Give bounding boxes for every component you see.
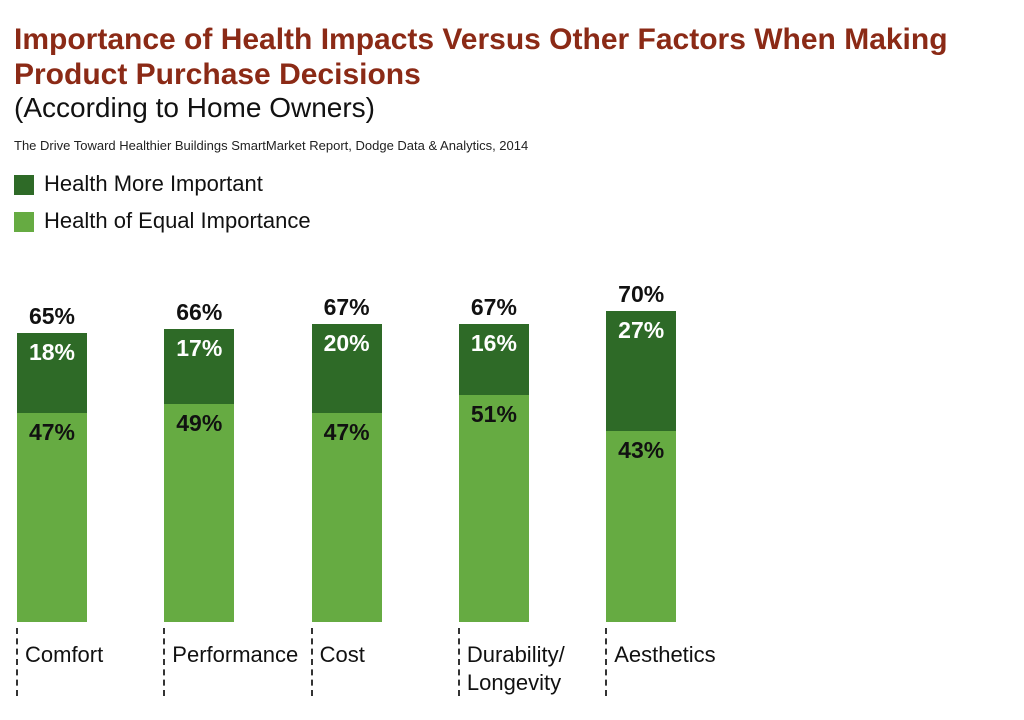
total-label: 65%: [28, 303, 76, 330]
total-label: 66%: [176, 298, 223, 325]
total-label: 67%: [323, 294, 370, 321]
chart-subtitle: (According to Home Owners): [14, 92, 376, 123]
bar-segment: [17, 413, 87, 622]
x-tick-label: Comfort: [25, 642, 104, 667]
segment-label: 17%: [176, 334, 223, 361]
category-divider: [163, 628, 166, 696]
category-divider: [605, 628, 608, 696]
segment-label: 49%: [176, 410, 223, 437]
bar-segment: [458, 395, 529, 622]
x-tick-label: Durability/ Longevity: [466, 642, 565, 695]
x-tick-label: Performance: [172, 642, 299, 667]
segment-label: 16%: [470, 330, 517, 357]
bar-segment: [17, 333, 87, 414]
segment-label: 47%: [323, 419, 370, 446]
chart-title: Importance of Health Impacts Versus Othe…: [14, 23, 948, 91]
segment-label: 20%: [323, 330, 370, 357]
total-label: 70%: [618, 281, 665, 307]
bar-segment: [311, 413, 382, 622]
bar-segment: [311, 324, 382, 414]
segment-label: 51%: [470, 401, 517, 428]
bar-segment: [606, 430, 677, 622]
category-divider: [310, 628, 313, 696]
bar-segment: [164, 328, 235, 405]
x-tick-label: Cost: [319, 642, 365, 667]
category-divider: [16, 628, 18, 696]
segment-label: 47%: [28, 419, 76, 446]
bar-segment: [458, 324, 529, 396]
legend-swatch: [14, 212, 34, 232]
legend-swatch: [14, 175, 34, 195]
segment-label: 27%: [618, 317, 665, 343]
total-label: 67%: [470, 294, 517, 321]
category-divider: [457, 628, 460, 696]
x-tick-label: Aesthetics: [614, 642, 716, 667]
bar-segment: [164, 404, 235, 622]
bar-segment: [606, 311, 677, 431]
legend-label: Health of Equal Importance: [44, 208, 311, 233]
source-note: The Drive Toward Healthier Buildings Sma…: [14, 138, 529, 153]
legend-label: Health More Important: [44, 171, 263, 196]
segment-label: 43%: [618, 436, 665, 463]
segment-label: 18%: [28, 339, 76, 366]
